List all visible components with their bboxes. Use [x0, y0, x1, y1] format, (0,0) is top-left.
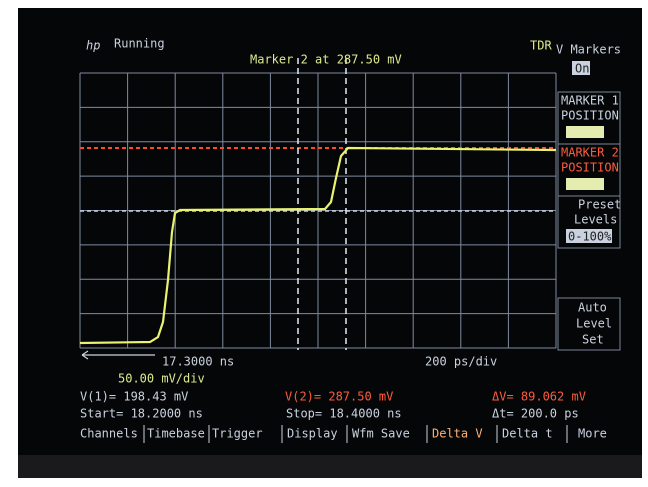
screen-bezel [18, 8, 642, 478]
v1-readout: V(1)= 198.43 mV [80, 390, 188, 404]
menu-item[interactable]: Delta t [502, 427, 553, 441]
softkey-frame [557, 297, 621, 351]
menu-item[interactable]: Display [287, 427, 338, 441]
offset-arrow [81, 350, 155, 360]
menu-item[interactable]: Wfm Save [352, 427, 410, 441]
softkey-field [566, 126, 604, 138]
stop-readout: Stop= 18.4000 ns [286, 407, 402, 421]
volts-per-div: 50.00 mV/div [118, 372, 205, 386]
menu-state: On [575, 62, 589, 76]
softkey-label: Levels [574, 213, 617, 227]
softkey-label: Set [582, 333, 604, 347]
softkey-label: POSITION [561, 161, 619, 175]
run-status: Running [114, 37, 165, 51]
softkey-label: Level [576, 317, 612, 331]
time-offset: 17.3000 ns [162, 355, 234, 369]
softkey-label: MARKER 2 [561, 146, 619, 160]
start-readout: Start= 18.2000 ns [80, 407, 203, 421]
softkey-label: Preset [578, 198, 621, 212]
softkey[interactable]: Auto Level Set [557, 297, 621, 351]
delta-v-readout: ΔV= 89.062 mV [492, 390, 586, 404]
softkey[interactable]: Preset Levels 0-100% [557, 195, 621, 249]
softkey-label: POSITION [561, 109, 619, 123]
waveform-trace [79, 146, 557, 345]
bezel-bottom [18, 455, 642, 478]
menu-item[interactable]: Delta V [432, 427, 483, 441]
time-per-div: 200 ps/div [425, 355, 497, 369]
menu-title: V Markers [556, 43, 621, 57]
softkey[interactable]: MARKER 1 POSITION [557, 91, 621, 145]
softkey-value: 0-100% [568, 230, 612, 244]
softkey-frame [557, 195, 621, 249]
softkey-label: Auto [578, 301, 607, 315]
menu-item[interactable]: Timebase [147, 427, 205, 441]
softkey-label: MARKER 1 [561, 94, 619, 108]
softkey-field [566, 178, 604, 190]
marker-readout: Marker 2 at 287.50 mV [250, 53, 402, 67]
delta-t-readout: Δt= 200.0 ps [492, 407, 579, 421]
hp-logo: hp [86, 39, 100, 53]
v2-readout: V(2)= 287.50 mV [285, 390, 393, 404]
softkey-field [566, 229, 612, 243]
mode-label: TDR [530, 39, 552, 53]
softkey[interactable]: MARKER 2 POSITION [557, 143, 621, 197]
menu-item[interactable]: More [578, 427, 607, 441]
on-indicator [572, 61, 590, 75]
menu-item[interactable]: Channels [80, 427, 138, 441]
menu-item[interactable]: Trigger [212, 427, 263, 441]
menu-bar: Channels Timebase Trigger Display Wfm Save De… [80, 425, 607, 443]
